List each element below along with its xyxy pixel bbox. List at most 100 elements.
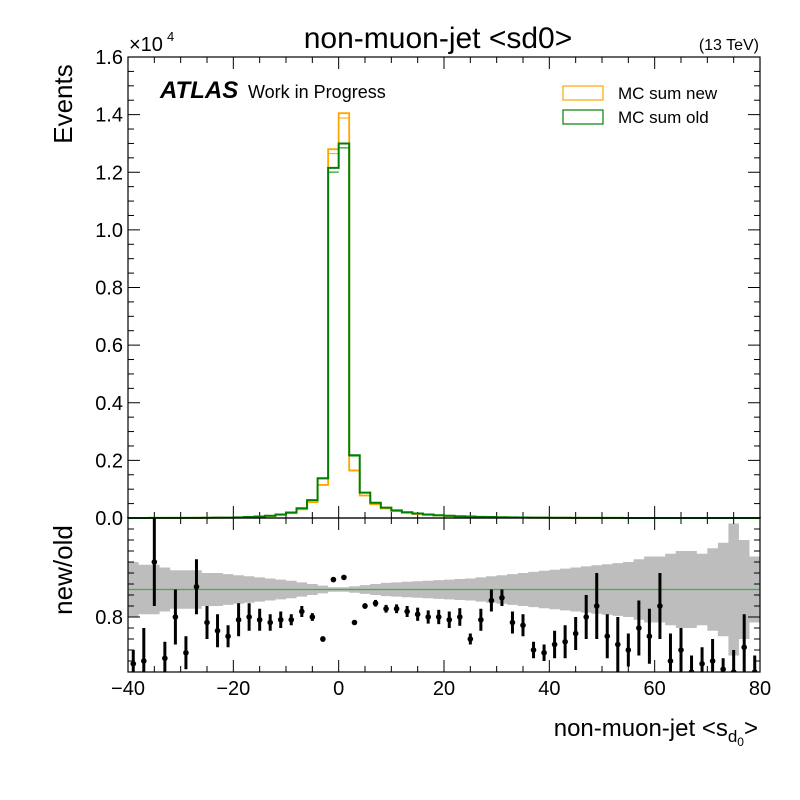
ratio-point: [709, 658, 716, 664]
ratio-point: [720, 666, 726, 672]
ratio-content: [128, 518, 760, 672]
ratio-point: [562, 638, 568, 645]
ratio-point: [414, 611, 421, 618]
legend-swatch-new: [562, 85, 604, 101]
ratio-point: [151, 559, 158, 565]
ratio-point: [225, 633, 231, 640]
x-axis-label-sub: d: [728, 727, 737, 746]
ratio-point: [372, 600, 379, 607]
ratio-point: [235, 616, 242, 623]
ratio-point: [404, 608, 410, 615]
x-tick-label: 60: [644, 678, 666, 700]
ratio-point: [625, 647, 632, 653]
main-y-tick-label: 0.4: [95, 393, 123, 415]
ratio-ticks: −40 −20 0 20 40 60 80 0.8: [95, 518, 771, 700]
ratio-point: [541, 649, 547, 656]
x-axis-label: non-muon-jet <sd0>: [554, 715, 758, 749]
ratio-point: [499, 594, 505, 601]
y-exponent: ×10 4: [129, 29, 174, 56]
ratio-point: [204, 619, 210, 626]
ratio-point: [509, 619, 516, 626]
ratio-point: [288, 616, 295, 623]
atlas-text: ATLAS: [159, 77, 238, 104]
chart-title: non-muon-jet <sd0>: [304, 22, 573, 55]
ratio-point: [667, 658, 674, 664]
ratio-point: [341, 574, 347, 581]
main-y-ticks: 0.0 0.2 0.4 0.6 0.8 1.0 1.2 1.4 1.6: [95, 47, 761, 530]
ratio-point: [246, 614, 252, 620]
ratio-point: [678, 647, 684, 653]
ratio-point: [330, 576, 337, 583]
main-y-tick-label: 0.0: [95, 508, 123, 530]
main-y-tick-label: 0.2: [95, 450, 123, 472]
main-y-tick-label: 1.6: [95, 47, 123, 69]
ratio-point: [615, 641, 621, 648]
ratio-point: [572, 630, 579, 637]
x-axis-label-main: non-muon-jet <s: [554, 715, 728, 742]
ratio-point: [446, 616, 453, 623]
ratio-point: [520, 622, 526, 629]
x-tick-label: 0: [333, 678, 344, 700]
ratio-point: [646, 633, 653, 640]
ratio-point: [583, 614, 589, 620]
exponent-base: ×10: [129, 34, 163, 56]
ratio-point: [256, 616, 263, 623]
ratio-point: [130, 660, 137, 667]
ratio-point: [530, 647, 537, 653]
ratio-point: [551, 641, 558, 648]
ratio-point: [657, 603, 663, 609]
ratio-point: [277, 616, 284, 623]
ratio-point: [604, 633, 611, 640]
x-axis-label-subsub: 0: [737, 735, 744, 749]
ratio-point: [267, 619, 274, 626]
x-tick-label: 80: [749, 678, 771, 700]
ratio-point: [688, 669, 695, 672]
ratio-point: [162, 655, 168, 662]
ratio-point: [351, 619, 358, 626]
ratio-y-tick-label: 0.8: [95, 607, 123, 629]
legend-swatch-old: [562, 109, 604, 125]
exponent-power: 4: [167, 29, 174, 44]
x-tick-label: −20: [216, 678, 250, 700]
y-axis-label: Events: [48, 64, 78, 144]
ratio-point: [593, 603, 600, 609]
ratio-y-axis-label: new/old: [48, 525, 78, 615]
atlas-label: ATLAS Work in Progress: [159, 77, 386, 104]
ratio-point: [741, 644, 747, 651]
series-stat-band-mc-sum-old: [317, 147, 371, 494]
ratio-panel: −40 −20 0 20 40 60 80 0.8: [95, 517, 771, 700]
ratio-point: [383, 605, 389, 612]
ratio-point: [393, 605, 400, 612]
ratio-point: [299, 608, 305, 615]
ratio-point: [214, 627, 221, 634]
status-text: Work in Progress: [248, 82, 386, 102]
x-tick-label: −40: [111, 678, 145, 700]
ratio-point: [193, 583, 200, 590]
ratio-point: [751, 669, 758, 672]
main-series: [127, 112, 761, 519]
ratio-point: [141, 658, 147, 664]
legend-label-new: MC sum new: [618, 84, 718, 103]
ratio-point: [425, 614, 432, 620]
series-line-mc-sum-old: [127, 142, 761, 519]
main-y-tick-label: 0.6: [95, 335, 123, 357]
ratio-point: [435, 614, 442, 620]
x-axis-label-end: >: [744, 715, 758, 742]
legend: MC sum new MC sum old: [562, 84, 718, 127]
ratio-point: [309, 614, 316, 620]
ratio-point: [320, 636, 326, 642]
x-tick-label: 20: [433, 678, 455, 700]
main-panel: 0.0 0.2 0.4 0.6 0.8 1.0 1.2 1.4 1.6: [95, 47, 761, 530]
ratio-point: [457, 614, 463, 620]
ratio-point: [172, 614, 179, 620]
x-tick-label: 40: [538, 678, 560, 700]
ratio-frame: [127, 517, 761, 673]
main-y-tick-label: 0.8: [95, 278, 123, 300]
ratio-point: [488, 597, 495, 604]
ratio-point: [699, 660, 705, 667]
energy-label: (13 TeV): [699, 37, 759, 54]
ratio-point: [183, 649, 189, 656]
legend-entry-old: MC sum old: [562, 108, 709, 127]
ratio-point: [478, 616, 484, 623]
